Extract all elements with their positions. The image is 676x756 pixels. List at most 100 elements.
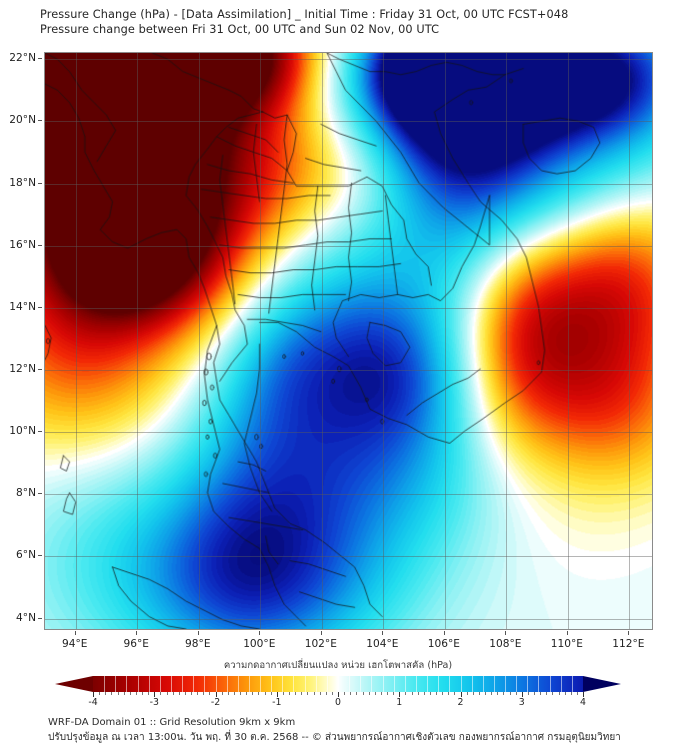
latitude-tick — [38, 617, 42, 619]
colorbar-segment-seams — [93, 676, 583, 692]
colorbar-minor-tick — [227, 692, 229, 695]
colorbar-tick-label: -2 — [210, 697, 221, 708]
longitude-tick — [74, 631, 76, 635]
longitude-tick-label: 108°E — [489, 638, 522, 650]
colorbar-minor-tick — [233, 692, 235, 695]
colorbar-minor-tick — [466, 692, 468, 695]
latitude-tick-label: 22°N — [9, 52, 36, 65]
colorbar-minor-tick — [448, 692, 450, 695]
colorbar-seam — [182, 676, 184, 692]
colorbar-minor-tick — [295, 692, 297, 695]
page-title: Pressure Change (hPa) - [Data Assimilati… — [40, 8, 569, 21]
colorbar-minor-tick — [289, 692, 290, 695]
latitude-tick-label: 12°N — [9, 362, 36, 375]
colorbar-tick-label: 4 — [580, 697, 586, 708]
longitude-tick — [382, 631, 384, 635]
longitude-tick — [505, 631, 507, 635]
colorbar-minor-tick — [503, 692, 505, 695]
colorbar-seam — [159, 676, 161, 692]
longitude-tick-label: 104°E — [366, 638, 399, 650]
colorbar-minor-tick — [191, 692, 192, 695]
colorbar-minor-tick — [240, 692, 241, 695]
colorbar-minor-tick — [301, 692, 303, 695]
colorbar-minor-tick — [491, 692, 493, 695]
colorbar-seam — [126, 676, 128, 692]
colorbar-seam — [215, 676, 217, 692]
colorbar-seam — [349, 676, 351, 692]
colorbar-minor-tick — [497, 692, 499, 695]
longitude-tick-label: 96°E — [123, 638, 150, 650]
colorbar-seam — [393, 676, 395, 692]
colorbar-seam — [404, 676, 406, 692]
longitude-tick — [259, 631, 261, 635]
colorbar-major-tick — [460, 692, 462, 697]
colorbar-minor-tick — [197, 692, 199, 695]
colorbar-seam — [326, 676, 328, 692]
latitude-tick — [38, 431, 42, 433]
colorbar-minor-tick — [246, 692, 248, 695]
colorbar-bar — [93, 676, 583, 692]
colorbar-seam — [293, 676, 295, 692]
colorbar-seam — [282, 676, 284, 692]
colorbar-seam — [315, 676, 317, 692]
colorbar-minor-tick — [307, 692, 309, 695]
colorbar-minor-tick — [417, 692, 419, 695]
colorbar-minor-tick — [313, 692, 315, 695]
colorbar-seam — [538, 676, 540, 692]
colorbar-tick-label: -1 — [272, 697, 282, 708]
colorbar-major-tick — [399, 692, 401, 697]
colorbar-minor-tick — [203, 692, 205, 695]
colorbar-tick-label: 0 — [335, 697, 341, 708]
footer-block: WRF-DA Domain 01 :: Grid Resolution 9km … — [48, 716, 668, 745]
latitude-tick-label: 6°N — [16, 549, 36, 562]
colorbar-seam — [471, 676, 473, 692]
longitude-tick-label: 106°E — [427, 638, 460, 650]
latitude-tick — [38, 368, 42, 370]
colorbar-minor-tick — [350, 692, 352, 695]
colorbar-seam — [204, 676, 206, 692]
longitude-tick — [320, 631, 322, 635]
colorbar-minor-tick — [160, 692, 162, 695]
colorbar-seam — [148, 676, 150, 692]
longitude-tick — [566, 631, 568, 635]
colorbar-minor-tick — [264, 692, 266, 695]
colorbar-major-tick — [215, 692, 217, 697]
colorbar-seam — [248, 676, 250, 692]
colorbar-minor-tick — [527, 692, 529, 695]
colorbar-minor-tick — [552, 692, 554, 695]
latitude-tick — [38, 120, 42, 122]
colorbar-minor-tick — [576, 692, 578, 695]
colorbar-minor-tick — [393, 692, 395, 695]
colorbar-tick-label: 3 — [518, 697, 525, 708]
colorbar-minor-tick — [478, 692, 480, 695]
latitude-tick-label: 18°N — [9, 176, 36, 189]
colorbar-minor-tick — [123, 692, 125, 695]
colorbar-seam — [226, 676, 228, 692]
colorbar-seam — [304, 676, 306, 692]
latitude-tick — [38, 306, 42, 308]
colorbar-seam — [382, 676, 384, 692]
latitude-tick-label: 10°N — [9, 425, 36, 438]
pressure-change-map — [44, 52, 653, 630]
map-field-canvas — [45, 53, 652, 629]
colorbar-major-tick — [521, 692, 523, 697]
colorbar-seam — [115, 676, 117, 692]
colorbar-minor-tick — [405, 692, 407, 695]
colorbar-major-tick — [276, 692, 278, 697]
colorbar — [55, 676, 621, 692]
colorbar-seam — [360, 676, 362, 692]
longitude-tick-label: 102°E — [304, 638, 337, 650]
colorbar-seam — [505, 676, 507, 692]
colorbar-minor-tick — [142, 692, 143, 695]
page-subtitle: Pressure change between Fri 31 Oct, 00 U… — [40, 23, 440, 37]
colorbar-seam — [170, 676, 172, 692]
latitude-axis: 4°N 6°N 8°N 10°N 12°N 14°N 16°N 18°N 20°N 22°N — [0, 52, 42, 630]
footer-credit: ปรับปรุงข้อมูล ณ เวลา 13:00น. วัน พฤ. ที… — [48, 731, 621, 743]
colorbar-major-tick — [583, 692, 584, 697]
longitude-tick — [628, 631, 630, 635]
colorbar-seam — [460, 676, 462, 692]
colorbar-seam — [193, 676, 195, 692]
colorbar-minor-tick — [356, 692, 358, 695]
colorbar-minor-tick — [515, 692, 517, 695]
colorbar-minor-tick — [209, 692, 211, 695]
